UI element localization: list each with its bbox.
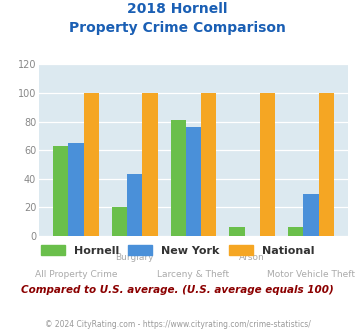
Bar — [112, 207, 127, 236]
Text: Arson: Arson — [239, 253, 265, 262]
Text: Larceny & Theft: Larceny & Theft — [157, 270, 230, 279]
Bar — [142, 93, 158, 236]
Bar — [303, 194, 318, 236]
Text: © 2024 CityRating.com - https://www.cityrating.com/crime-statistics/: © 2024 CityRating.com - https://www.city… — [45, 320, 310, 329]
Text: All Property Crime: All Property Crime — [35, 270, 117, 279]
Text: Compared to U.S. average. (U.S. average equals 100): Compared to U.S. average. (U.S. average … — [21, 285, 334, 295]
Legend: Hornell, New York, National: Hornell, New York, National — [36, 240, 319, 260]
Text: 2018 Hornell: 2018 Hornell — [127, 2, 228, 16]
Bar — [53, 146, 69, 236]
Bar — [127, 175, 142, 236]
Bar — [84, 93, 99, 236]
Bar — [288, 227, 303, 236]
Bar — [69, 143, 84, 236]
Bar — [260, 93, 275, 236]
Text: Burglary: Burglary — [115, 253, 154, 262]
Bar — [170, 120, 186, 236]
Bar — [186, 127, 201, 236]
Text: Motor Vehicle Theft: Motor Vehicle Theft — [267, 270, 355, 279]
Bar — [229, 227, 245, 236]
Bar — [201, 93, 217, 236]
Bar — [318, 93, 334, 236]
Text: Property Crime Comparison: Property Crime Comparison — [69, 21, 286, 35]
